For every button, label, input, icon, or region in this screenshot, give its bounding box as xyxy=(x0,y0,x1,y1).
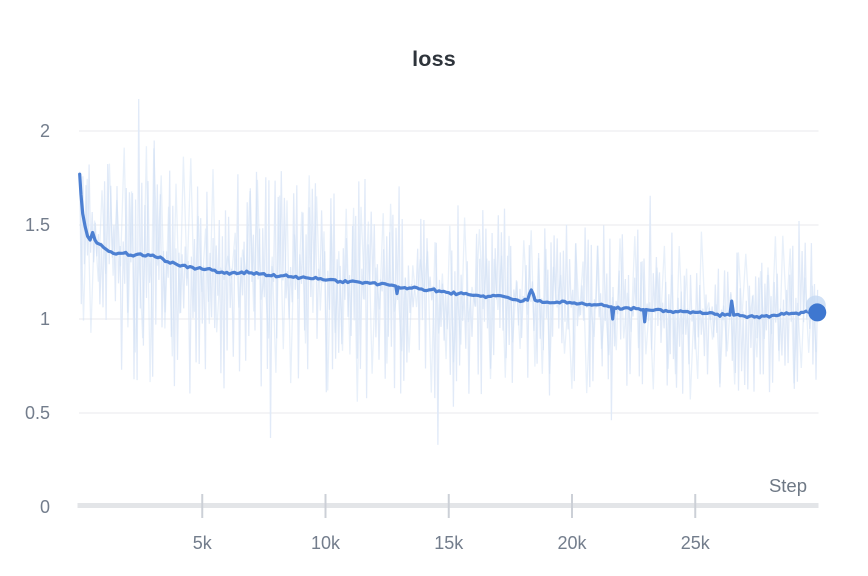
chart-title: loss xyxy=(412,47,456,71)
y-tick-label: 2 xyxy=(40,121,50,141)
x-tick-label: 10k xyxy=(311,533,341,553)
x-axis-label: Step xyxy=(768,475,807,496)
x-tick-label: 15k xyxy=(434,533,464,553)
y-tick-label: 1.5 xyxy=(25,215,50,235)
y-tick-label: 0.5 xyxy=(25,403,50,423)
end-point-marker[interactable] xyxy=(808,303,827,322)
smoothed-loss-line xyxy=(78,172,819,324)
y-tick-label: 0 xyxy=(40,497,50,517)
y-tick-label: 1 xyxy=(40,309,50,329)
x-tick-label: 5k xyxy=(193,533,213,553)
x-tick-label: 25k xyxy=(681,533,711,553)
x-tick-label: 20k xyxy=(557,533,587,553)
